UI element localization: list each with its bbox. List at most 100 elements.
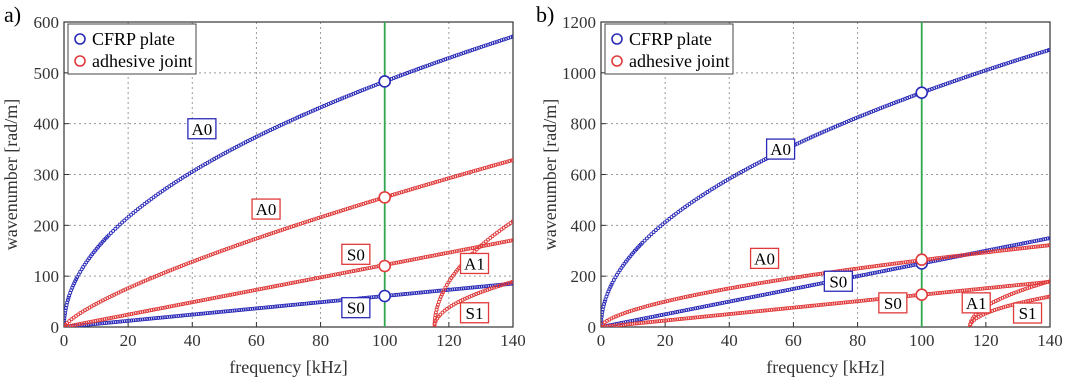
plot-area [64, 34, 513, 327]
data-point [214, 310, 219, 315]
data-point [300, 221, 305, 225]
data-point [940, 290, 945, 295]
data-point [156, 315, 161, 320]
data-point [493, 162, 498, 167]
data-point [82, 321, 87, 326]
data-point [870, 271, 875, 276]
data-point [511, 279, 513, 284]
data-point [959, 76, 964, 81]
data-point [751, 294, 756, 299]
data-point [295, 279, 300, 284]
data-point [242, 240, 247, 245]
data-point [805, 304, 810, 309]
data-point [765, 292, 770, 297]
data-point [695, 305, 700, 310]
data-point [963, 75, 968, 80]
data-point [235, 243, 240, 248]
data-point [102, 321, 107, 326]
data-point [158, 306, 163, 311]
data-point [362, 266, 367, 271]
data-point [287, 225, 292, 230]
data-point [113, 226, 118, 231]
data-point [858, 266, 863, 271]
data-point [1009, 247, 1014, 252]
data-point [1003, 244, 1008, 249]
data-point [305, 219, 310, 224]
data-point [496, 162, 500, 167]
data-point [450, 249, 455, 254]
data-point [956, 289, 960, 294]
data-point [66, 324, 71, 327]
data-point [351, 269, 356, 273]
data-point [1018, 282, 1023, 287]
data-point [302, 301, 307, 306]
data-point [404, 188, 408, 193]
data-point [185, 301, 190, 306]
data-point [970, 320, 974, 324]
data-point [773, 278, 778, 283]
data-point [455, 173, 460, 178]
mode-label-text: A0 [192, 120, 213, 139]
data-point [233, 243, 238, 248]
data-point [968, 73, 973, 78]
data-point [697, 315, 702, 320]
data-point [203, 297, 208, 302]
data-point [679, 316, 684, 321]
data-point [974, 71, 979, 76]
data-point [643, 320, 648, 325]
data-point [795, 275, 800, 280]
data-point [794, 286, 799, 291]
data-point [219, 309, 224, 314]
data-point [412, 291, 417, 296]
data-point [971, 287, 976, 292]
data-point [751, 309, 756, 314]
data-point [1036, 244, 1040, 249]
data-point [848, 299, 853, 304]
data-point [908, 293, 913, 298]
data-point [102, 317, 107, 322]
data-point [131, 318, 136, 323]
data-point [1023, 240, 1028, 245]
data-point [120, 319, 125, 324]
data-point [192, 299, 197, 304]
data-point [758, 309, 763, 313]
data-point [929, 86, 934, 91]
data-point [115, 319, 120, 324]
data-point [372, 198, 377, 203]
data-point [277, 304, 282, 309]
data-point [700, 305, 704, 309]
data-point [928, 257, 933, 262]
data-point [176, 302, 181, 307]
data-point [64, 308, 68, 313]
data-point [438, 58, 443, 63]
data-point [115, 314, 120, 319]
data-point [1031, 245, 1036, 249]
data-point [324, 299, 329, 304]
data-point [904, 264, 909, 269]
data-point [1018, 241, 1023, 246]
data-point [722, 300, 727, 305]
data-point [771, 279, 776, 283]
data-point [748, 282, 753, 287]
data-point [338, 208, 343, 213]
data-point [361, 201, 366, 206]
data-point [216, 310, 221, 314]
data-point [270, 304, 275, 309]
data-point [783, 288, 788, 293]
data-point [1003, 284, 1008, 289]
data-point [463, 286, 468, 291]
data-point [225, 293, 230, 298]
data-point [881, 269, 886, 273]
data-point [807, 304, 812, 308]
data-point [453, 174, 458, 179]
data-point [1019, 56, 1024, 61]
mode-label-box [341, 297, 371, 319]
data-point [113, 320, 118, 324]
data-point [257, 287, 262, 292]
data-point [297, 302, 302, 307]
data-point [693, 315, 698, 320]
data-point [1029, 245, 1034, 250]
data-point [187, 312, 192, 317]
y-tick-label: 300 [34, 166, 60, 185]
data-point [320, 214, 325, 219]
